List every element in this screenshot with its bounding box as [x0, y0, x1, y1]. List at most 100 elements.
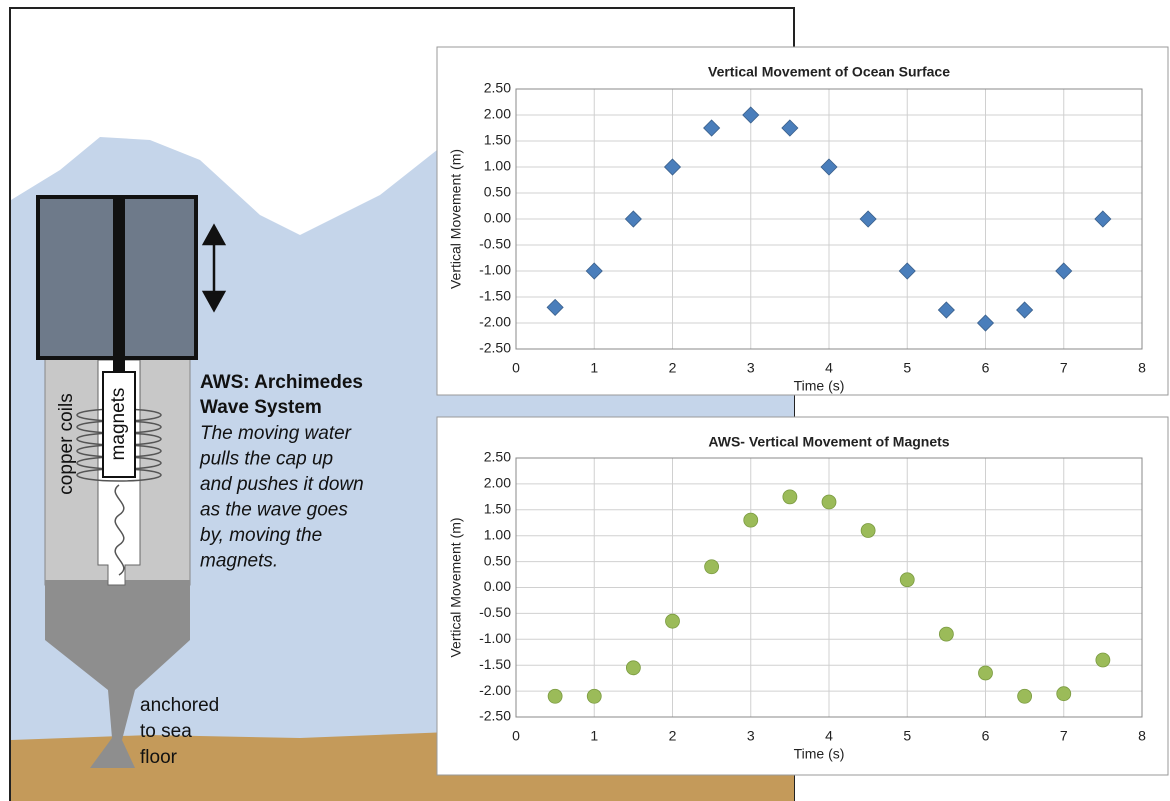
x-tick-label: 6 [982, 360, 990, 376]
y-tick-label: 2.00 [484, 475, 511, 491]
y-axis-label: Vertical Movement (m) [448, 149, 464, 289]
chart-frame [436, 416, 1169, 776]
data-point [860, 523, 876, 538]
y-tick-label: 1.50 [484, 501, 511, 517]
y-tick-label: -1.00 [479, 262, 511, 278]
data-point [899, 572, 915, 588]
x-tick-label: 2 [669, 360, 677, 376]
y-tick-label: -0.50 [479, 236, 511, 252]
y-tick-label: 0.50 [484, 184, 511, 200]
y-tick-label: 2.00 [484, 106, 511, 122]
x-tick-label: 4 [825, 728, 833, 744]
caption-text: by, moving the [200, 525, 322, 546]
x-tick-label: 5 [903, 728, 911, 744]
y-tick-label: -2.50 [479, 708, 511, 724]
x-tick-label: 8 [1138, 360, 1146, 376]
data-point [1056, 686, 1072, 702]
x-tick-label: 0 [512, 360, 520, 376]
anchor [45, 580, 190, 768]
x-tick-label: 4 [825, 360, 833, 376]
magnets-block [102, 371, 136, 478]
data-point [665, 613, 680, 629]
data-point [782, 489, 798, 505]
x-axis-label: Time (s) [794, 746, 845, 762]
data-point [624, 210, 642, 228]
data-point [1016, 301, 1034, 319]
x-tick-label: 5 [903, 360, 911, 376]
data-point [976, 314, 995, 332]
y-tick-label: 1.50 [484, 132, 511, 148]
data-point [585, 262, 603, 280]
data-point [1055, 262, 1073, 280]
data-point [859, 210, 877, 228]
x-tick-label: 2 [669, 728, 677, 744]
aws-caption: AWS: Archimedes Wave System The moving wat… [140, 372, 364, 768]
data-point [937, 301, 955, 319]
y-tick-label: -2.50 [479, 340, 511, 356]
data-point [820, 158, 838, 176]
caption-text: magnets. [200, 551, 278, 572]
data-point [938, 626, 954, 642]
y-tick-label: -0.50 [479, 604, 511, 620]
caption-text: as the wave goes [200, 500, 348, 521]
y-tick-label: -1.50 [479, 288, 511, 304]
caption-title: Wave System [200, 397, 322, 418]
y-tick-label: -1.00 [479, 630, 511, 646]
caption-title: AWS: Archimedes [200, 372, 363, 393]
data-point [978, 665, 993, 681]
rod [113, 197, 125, 372]
data-point [1095, 652, 1111, 668]
anchor-label: to sea [140, 721, 192, 742]
chart-frame [436, 46, 1169, 396]
y-tick-label: 0.00 [484, 210, 511, 226]
anchor-label: floor [140, 747, 178, 768]
chart-title: Vertical Movement of Ocean Surface [708, 64, 950, 80]
x-tick-label: 0 [512, 728, 520, 744]
data-point [625, 660, 641, 676]
caption-text: and pushes it down [200, 474, 364, 495]
motion-arrow [201, 223, 227, 313]
data-point [586, 688, 602, 704]
charts: Vertical Movement of Ocean Surface -2.50 -… [436, 46, 1169, 776]
data-point [1017, 688, 1033, 704]
plot-area [515, 457, 1143, 718]
data-point [663, 158, 682, 176]
data-point [704, 559, 720, 575]
y-axis-label: Vertical Movement (m) [448, 517, 464, 657]
y-tick-label: -2.00 [479, 682, 511, 698]
x-tick-label: 7 [1060, 728, 1068, 744]
x-tick-label: 3 [747, 728, 755, 744]
coils-label: copper coils [56, 393, 77, 494]
x-tick-label: 1 [590, 360, 598, 376]
plot-area [515, 88, 1143, 350]
caption-text: The moving water [200, 423, 352, 444]
data-point [742, 106, 760, 124]
x-tick-label: 6 [982, 728, 990, 744]
y-tick-label: -1.50 [479, 656, 511, 672]
data-point [821, 494, 837, 510]
data-point [547, 688, 563, 704]
data-point [1094, 210, 1112, 228]
x-tick-label: 7 [1060, 360, 1068, 376]
magnets-label: magnets [108, 388, 129, 461]
y-tick-label: 0.50 [484, 552, 511, 568]
x-axis-label: Time (s) [794, 378, 845, 394]
y-tick-label: 2.50 [484, 449, 511, 465]
y-tick-label: -2.00 [479, 314, 511, 330]
data-point [703, 119, 721, 137]
y-tick-label: 0.00 [484, 578, 511, 594]
data-point [743, 512, 759, 528]
data-point [898, 262, 916, 280]
y-tick-label: 2.50 [484, 80, 511, 96]
y-tick-label: 1.00 [484, 526, 511, 542]
data-point [546, 298, 564, 316]
x-tick-label: 3 [747, 360, 755, 376]
anchor-label: anchored [140, 695, 219, 716]
chart-title: AWS- Vertical Movement of Magnets [708, 434, 949, 450]
x-tick-label: 8 [1138, 728, 1146, 744]
x-tick-label: 1 [590, 728, 598, 744]
y-tick-label: 1.00 [484, 158, 511, 174]
data-point [781, 119, 799, 137]
